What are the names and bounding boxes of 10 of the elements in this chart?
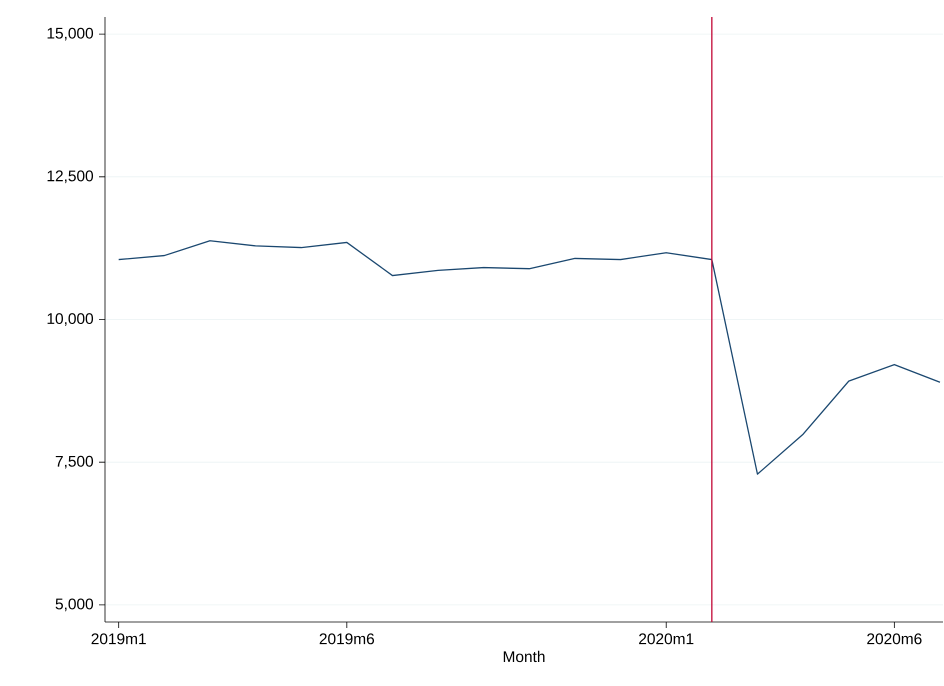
x-tick-label: 2020m6: [867, 633, 922, 644]
x-tick-label: 2020m1: [639, 633, 694, 644]
x-axis-title: Month: [504, 650, 544, 662]
y-tick-label: 15,000: [48, 28, 94, 40]
y-tick-label: 12,500: [48, 170, 94, 184]
y-tick-label: 10,000: [48, 313, 94, 326]
y-tick-label: 5,000: [56, 598, 94, 612]
x-tick-label: 2019m1: [92, 633, 146, 644]
x-tick-label: 2019m6: [320, 633, 374, 644]
y-tick-label: 7,500: [56, 456, 94, 469]
